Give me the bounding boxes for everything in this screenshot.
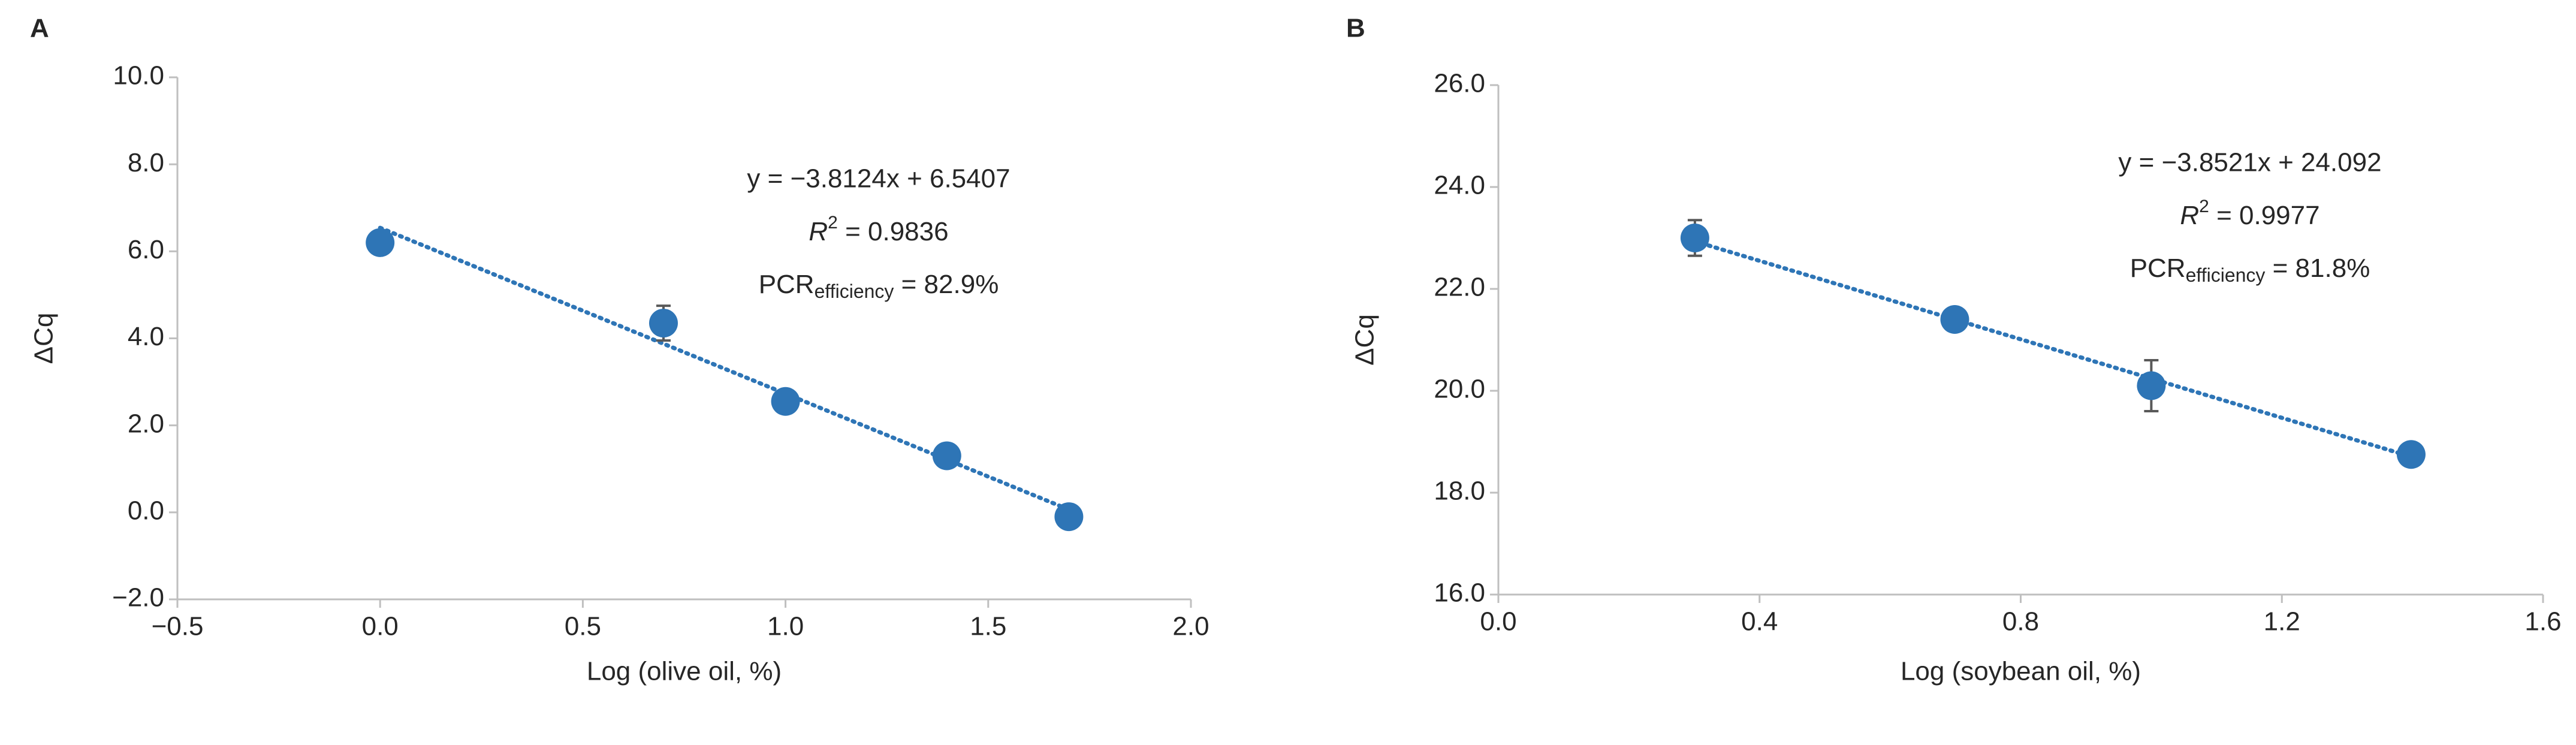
x-tick-label: 1.6 [2524, 607, 2561, 637]
y-tick-label: 16.0 [1434, 578, 1485, 608]
x-tick-label: 0.0 [362, 612, 399, 641]
y-tick-label: 4.0 [128, 322, 164, 351]
y-tick-label: 20.0 [1434, 375, 1485, 404]
r-value: = 0.9836 [838, 217, 949, 246]
data-point [932, 441, 961, 470]
pcr-symbol: PCR [759, 270, 815, 299]
x-axis-title: Log (olive oil, %) [587, 657, 782, 686]
r-squared: R2 = 0.9836 [809, 213, 948, 246]
y-tick-label: −2.0 [112, 583, 164, 613]
pcr-value: = 82.9% [894, 270, 999, 299]
pcr-subscript: efficiency [2186, 264, 2266, 286]
y-tick-label: 26.0 [1434, 69, 1485, 98]
data-point [2396, 440, 2426, 469]
r-value: = 0.9977 [2209, 201, 2320, 230]
data-point [366, 228, 395, 257]
data-point [649, 309, 678, 338]
y-tick-label: 0.0 [128, 496, 164, 525]
data-point [1054, 502, 1084, 532]
pcr-efficiency: PCRefficiency = 82.9% [759, 270, 999, 303]
equation: y = −3.8124x + 6.5407 [747, 164, 1010, 194]
y-tick-label: 18.0 [1434, 476, 1485, 506]
x-tick-label: 0.8 [2002, 607, 2039, 637]
y-axis-title: ΔCq [1350, 314, 1380, 366]
x-tick-label: 0.4 [1741, 607, 1778, 637]
data-point [771, 387, 800, 416]
r-power: 2 [828, 213, 838, 233]
y-tick-label: 6.0 [128, 235, 164, 264]
x-tick-label: 1.2 [2264, 607, 2300, 637]
y-tick-label: 22.0 [1434, 273, 1485, 302]
y-tick-label: 24.0 [1434, 171, 1485, 200]
r-power: 2 [2199, 197, 2209, 216]
trendline [1693, 239, 2414, 459]
pcr-value: = 81.8% [2265, 254, 2370, 283]
x-tick-label: 1.0 [767, 612, 804, 641]
x-tick-label: 0.5 [565, 612, 601, 641]
panel-label: B [1346, 14, 1365, 43]
data-point [1680, 224, 1709, 252]
y-tick-label: 10.0 [113, 61, 164, 91]
x-tick-label: −0.5 [152, 612, 204, 641]
panel-label: A [30, 14, 49, 43]
y-axis-title: ΔCq [29, 313, 59, 364]
y-tick-label: 2.0 [128, 409, 164, 438]
x-tick-label: 0.0 [1480, 607, 1516, 637]
pcr-symbol: PCR [2130, 254, 2186, 283]
data-point [2137, 371, 2166, 400]
r-symbol: R [809, 217, 828, 246]
x-axis-title: Log (soybean oil, %) [1901, 657, 2141, 686]
r-symbol: R [2180, 201, 2199, 230]
y-tick-label: 8.0 [128, 148, 164, 177]
pcr-efficiency: PCRefficiency = 81.8% [2130, 254, 2370, 286]
r-squared: R2 = 0.9977 [2180, 197, 2319, 230]
x-tick-label: 1.5 [970, 612, 1006, 641]
x-tick-label: 2.0 [1172, 612, 1209, 641]
data-point [1940, 305, 1969, 334]
pcr-subscript: efficiency [815, 280, 894, 302]
equation: y = −3.8521x + 24.092 [2118, 148, 2381, 177]
